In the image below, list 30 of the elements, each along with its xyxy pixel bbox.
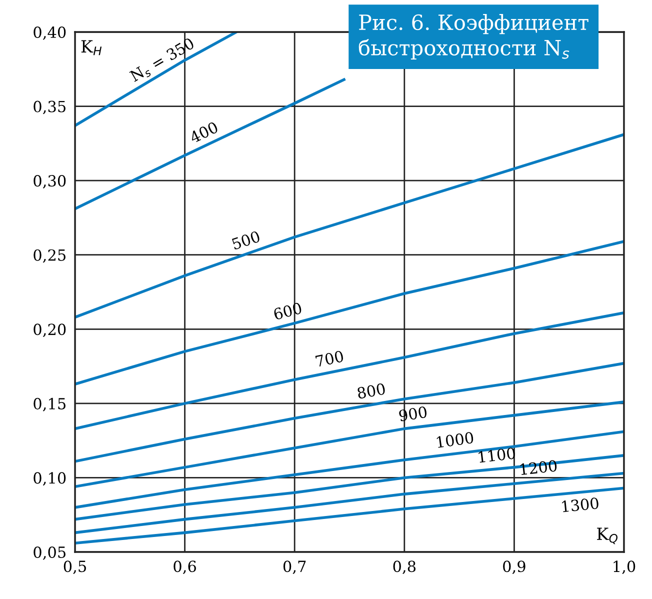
text: 1200 bbox=[520, 460, 558, 476]
x-tick-label: 0,5 bbox=[64, 560, 86, 574]
x-axis-title: K$_{Q}$ bbox=[597, 528, 618, 544]
text: 1300 bbox=[562, 497, 599, 512]
text: N$_{s}$ = 350 bbox=[129, 37, 196, 84]
y-tick-label: 0,40 bbox=[34, 26, 66, 40]
y-tick-label: 0,05 bbox=[34, 546, 66, 560]
text: 1000 bbox=[436, 432, 474, 448]
text: 800 bbox=[356, 382, 386, 400]
text: 900 bbox=[398, 406, 428, 422]
text: 1100 bbox=[478, 447, 516, 463]
y-tick-label: 0,30 bbox=[34, 175, 66, 188]
x-tick-label: 0,9 bbox=[503, 560, 526, 574]
y-tick-label: 0,35 bbox=[34, 100, 66, 114]
x-tick-label: 0,7 bbox=[283, 560, 306, 574]
y-tick-label: 0,25 bbox=[34, 249, 66, 263]
x-tick-label: 1,0 bbox=[614, 560, 636, 574]
x-tick-label: 0,8 bbox=[393, 560, 416, 574]
x-tick-label: 0,6 bbox=[174, 560, 196, 574]
text: 500 bbox=[231, 230, 261, 250]
text: 600 bbox=[273, 302, 302, 320]
line-series bbox=[75, 400, 624, 488]
y-tick-label: 0,15 bbox=[34, 398, 66, 412]
y-tick-label: 0,20 bbox=[34, 324, 66, 338]
y-axis-title: K$_{H}$ bbox=[81, 40, 102, 56]
text: 400 bbox=[188, 121, 219, 144]
chart-title: Рис. 6. Коэффициент быстроходности N$_{s}$ bbox=[358, 14, 588, 60]
line-series bbox=[75, 486, 624, 544]
y-tick-label: 0,10 bbox=[34, 472, 66, 486]
text: 700 bbox=[315, 350, 344, 368]
